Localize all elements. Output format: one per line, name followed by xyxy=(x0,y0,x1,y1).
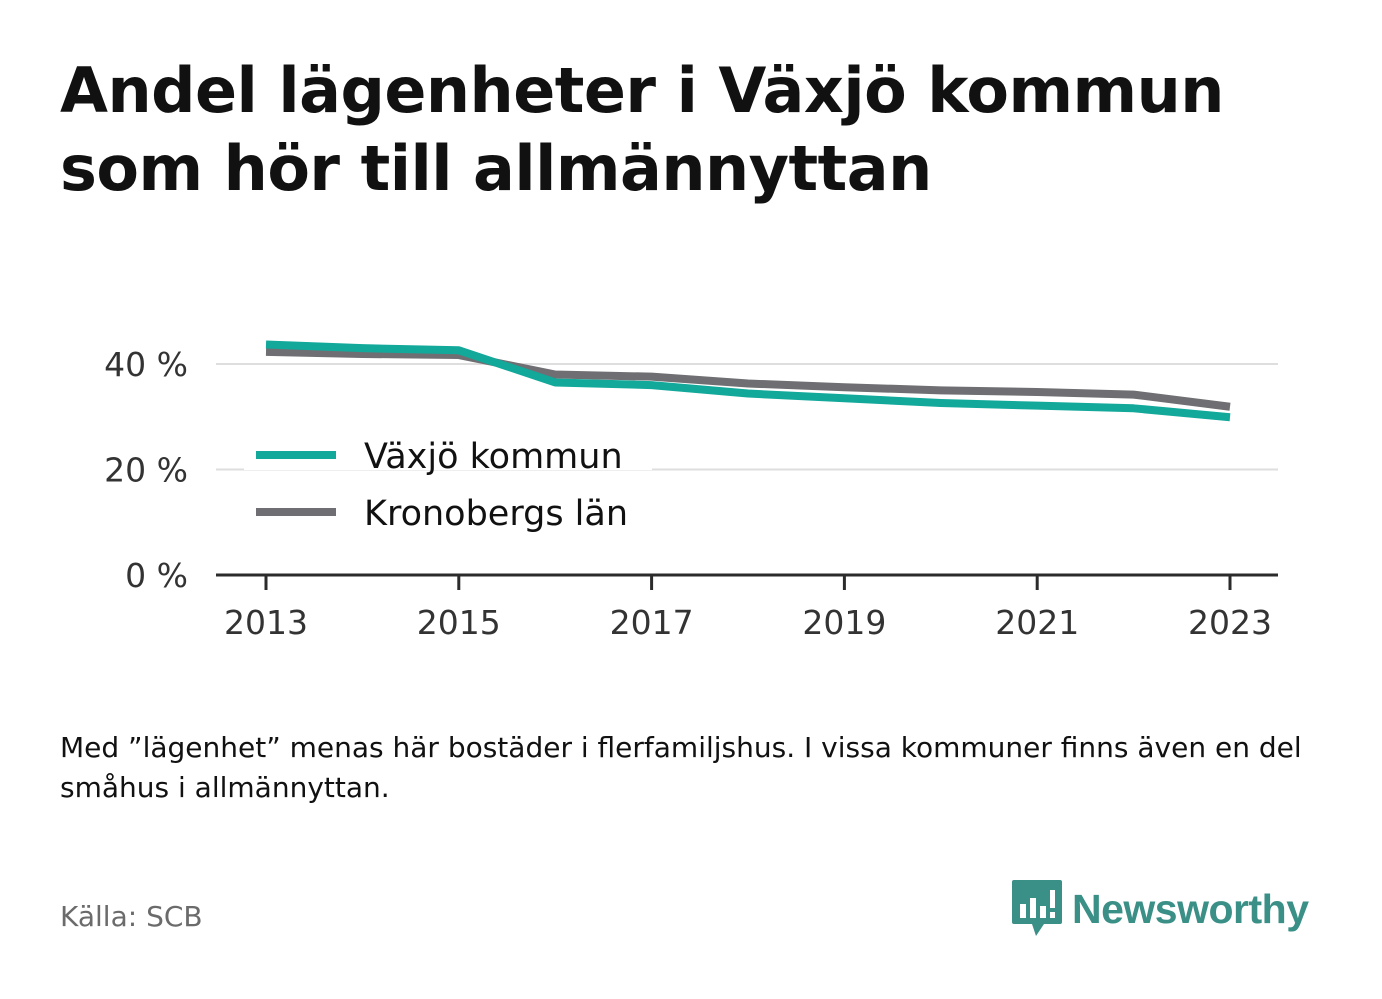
legend: Växjö kommun Kronobergs län xyxy=(244,432,652,534)
chart-title: Andel lägenheter i Växjö kommun som hör … xyxy=(60,54,1224,205)
bar-chart-speech-bubble-icon xyxy=(1012,880,1062,936)
x-tick-label: 2013 xyxy=(224,603,308,642)
x-tick-label: 2015 xyxy=(417,603,501,642)
legend-label-kronobergs-lan: Kronobergs län xyxy=(364,494,628,534)
x-tick-label: 2021 xyxy=(995,603,1079,642)
x-tick-label: 2023 xyxy=(1188,603,1272,642)
x-tick-label: 2019 xyxy=(802,603,886,642)
legend-label-vaxjo-kommun: Växjö kommun xyxy=(364,437,623,477)
series-lines xyxy=(265,340,1231,422)
y-axis-ticks: 0 % 20 % 40 % xyxy=(104,345,188,595)
newsworthy-logo: Newsworthy xyxy=(1010,878,1309,940)
x-tick-label: 2017 xyxy=(610,603,694,642)
y-tick-label: 0 % xyxy=(125,556,188,595)
x-axis-ticks: 2013 2015 2017 2019 2021 2023 xyxy=(224,575,1272,642)
series-line-kronobergs-lan xyxy=(265,347,1231,411)
series-line-vaxjo-kommun xyxy=(265,340,1231,422)
footnote: Med ”lägenhet” menas här bostäder i fler… xyxy=(60,731,1302,804)
y-tick-label: 40 % xyxy=(104,345,188,384)
line-chart: 0 %20 %40 % Växjö kommun Kronobergs län … xyxy=(104,340,1278,642)
source-label: Källa: SCB xyxy=(60,900,203,933)
y-tick-label: 20 % xyxy=(104,451,188,490)
brand-name: Newsworthy xyxy=(1072,885,1309,932)
